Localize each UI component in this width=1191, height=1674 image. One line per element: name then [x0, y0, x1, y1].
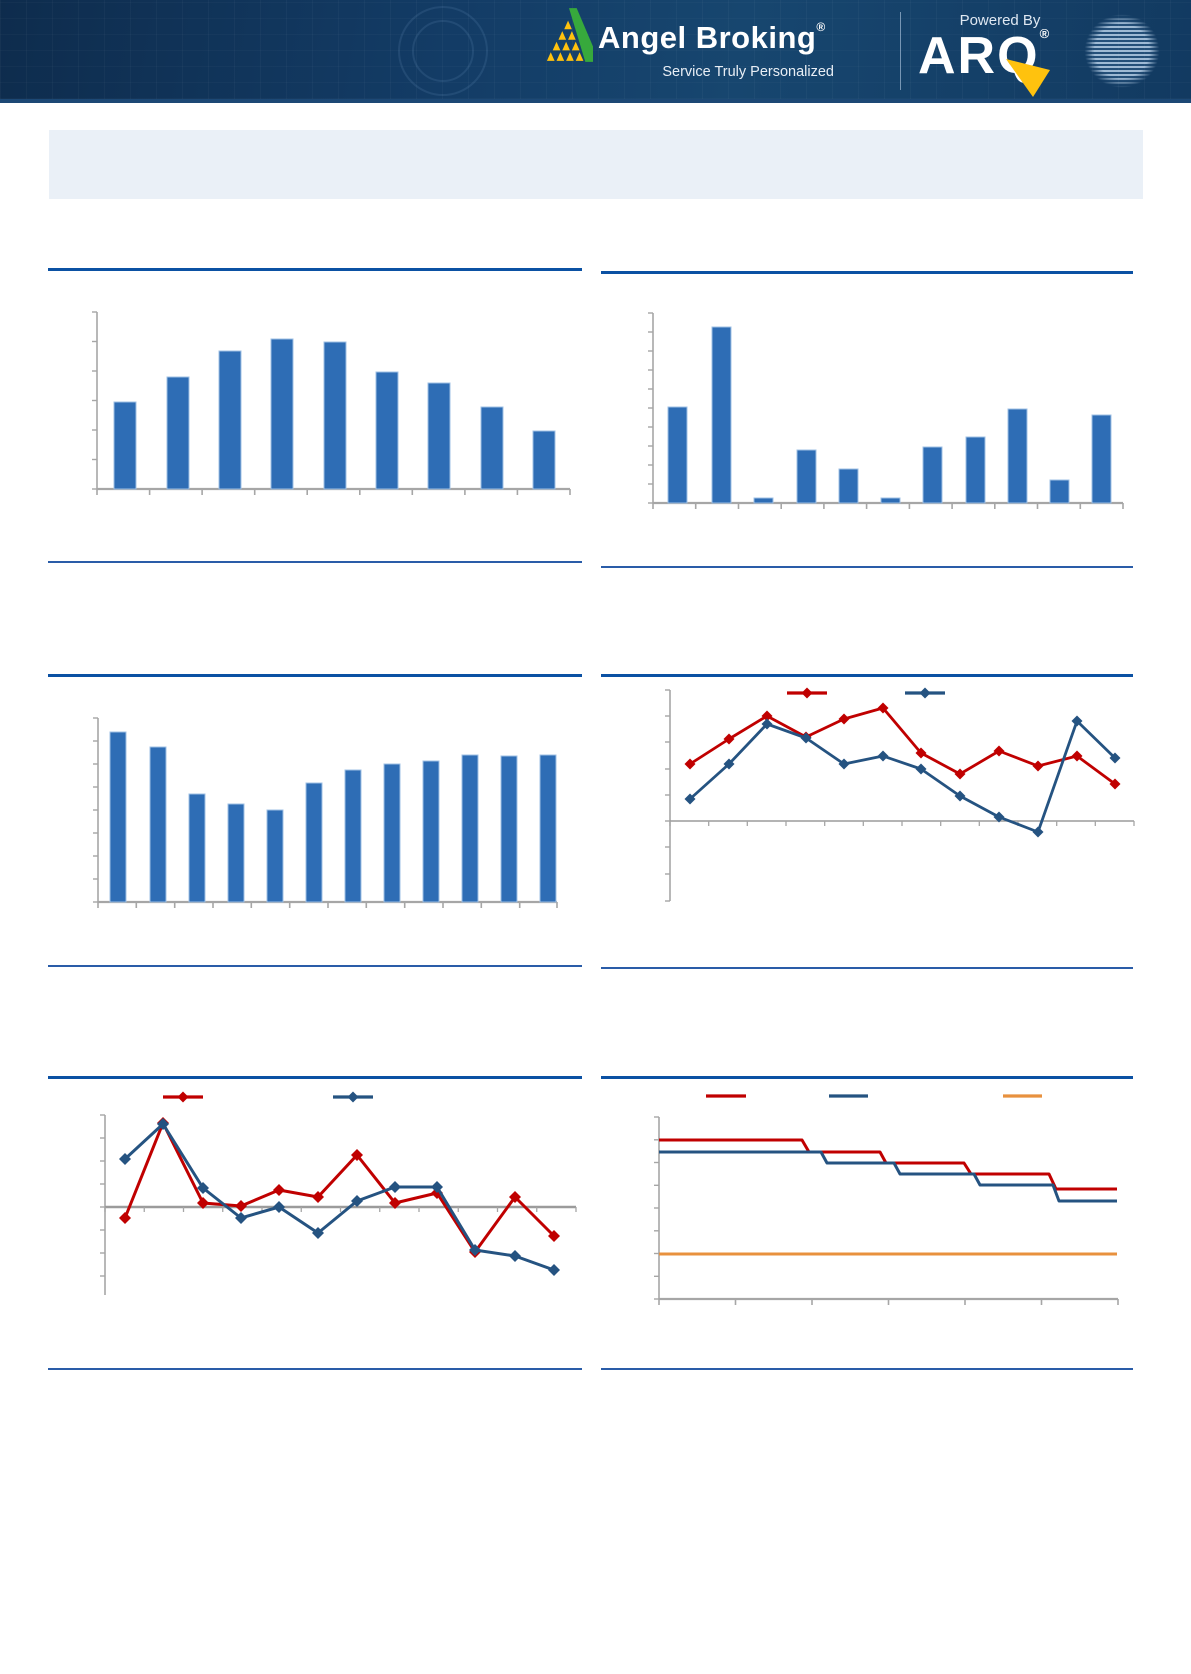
chart-2-canvas	[648, 312, 1124, 509]
chart-4-legend	[787, 687, 945, 699]
chart-3-axes	[93, 717, 558, 908]
brand-name: Angel Broking®	[598, 20, 826, 56]
section-rule-5	[48, 674, 582, 677]
chart-1-bar-2	[166, 376, 190, 490]
chart-5-axes	[100, 1114, 577, 1295]
chart-2-bar-5	[838, 468, 859, 504]
chart-6-canvas	[654, 1094, 1119, 1305]
powered-by-label: Powered By	[959, 12, 1041, 29]
chart-1-bar-9	[532, 430, 556, 490]
section-rule-11	[48, 1368, 582, 1370]
chart-2-bar-9	[1007, 408, 1028, 504]
chart-3-canvas	[93, 717, 558, 908]
chart-2-bar-8	[965, 436, 986, 504]
angel-broking-logo-icon	[546, 8, 593, 62]
chart-3-bar-11	[500, 755, 518, 903]
section-rule-1	[48, 268, 582, 271]
chart-5-canvas	[100, 1091, 577, 1295]
section-rule-3	[48, 561, 582, 563]
chart-5-navy-series	[119, 1118, 560, 1276]
chart-1-canvas	[92, 311, 571, 495]
chart-1-bar-8	[480, 406, 504, 490]
chart-4-navy-series	[684, 715, 1121, 838]
chart-3-bar-3	[188, 793, 206, 903]
section-rule-7	[48, 965, 582, 967]
brand-name-text: Angel Broking	[598, 20, 817, 55]
chart-1-bar-1	[113, 401, 137, 490]
section-rule-12	[601, 1368, 1133, 1370]
arq-yellow-triangle-icon	[1006, 59, 1050, 97]
header-vertical-divider	[900, 12, 901, 90]
chart-6-navy-step	[659, 1150, 1117, 1203]
chart-1-bars	[113, 338, 556, 490]
chart-6-axes	[654, 1116, 1119, 1305]
chart-2-bars	[667, 326, 1112, 504]
arq-registered-mark: ®	[1039, 26, 1052, 41]
brand-tagline: Service Truly Personalized	[662, 64, 834, 80]
chart-2-bar-1	[667, 406, 688, 504]
banner-ring-decoration	[412, 20, 474, 82]
chart-3-bar-4	[227, 803, 245, 903]
chart-2-bar-3	[753, 497, 774, 504]
chart-2-bar-6	[880, 497, 901, 504]
section-rule-9	[48, 1076, 582, 1079]
section-rule-4	[601, 566, 1133, 568]
chart-3-bar-5	[266, 809, 284, 903]
chart-2-bar-11	[1091, 414, 1112, 504]
chart-4-red-series	[684, 702, 1121, 790]
section-rule-6	[601, 674, 1133, 677]
chart-4-axes	[665, 689, 1135, 902]
section-rule-10	[601, 1076, 1133, 1079]
chart-1-bar-5	[323, 341, 347, 490]
title-box	[49, 130, 1143, 199]
chart-3-bar-1	[109, 731, 127, 903]
chart-3-bar-12	[539, 754, 557, 903]
chart-3-bar-8	[383, 763, 401, 903]
chart-3-bar-2	[149, 746, 167, 903]
chart-3-bar-7	[344, 769, 362, 903]
wireframe-head-graphic	[1072, 2, 1172, 100]
chart-1-bar-7	[427, 382, 451, 490]
banner-ring-decoration	[398, 6, 488, 96]
section-rule-2	[601, 271, 1133, 274]
chart-4-canvas	[665, 687, 1135, 902]
chart-1-bar-6	[375, 371, 399, 490]
chart-5-legend	[163, 1091, 373, 1103]
chart-2-bar-4	[796, 449, 817, 504]
chart-5-red-series	[119, 1117, 560, 1258]
chart-1-bar-4	[270, 338, 294, 490]
chart-2-bar-2	[711, 326, 732, 504]
chart-3-bar-10	[461, 754, 479, 903]
chart-3-bar-6	[305, 782, 323, 903]
chart-2-bar-7	[922, 446, 943, 504]
chart-6-red-step	[659, 1138, 1117, 1191]
chart-3-bars	[109, 731, 557, 903]
chart-3-bar-9	[422, 760, 440, 903]
section-rule-8	[601, 967, 1133, 969]
chart-1-bar-3	[218, 350, 242, 490]
brand-registered-mark: ®	[816, 20, 826, 34]
chart-2-bar-10	[1049, 479, 1070, 504]
header-banner: Angel Broking® Service Truly Personalize…	[0, 0, 1191, 103]
